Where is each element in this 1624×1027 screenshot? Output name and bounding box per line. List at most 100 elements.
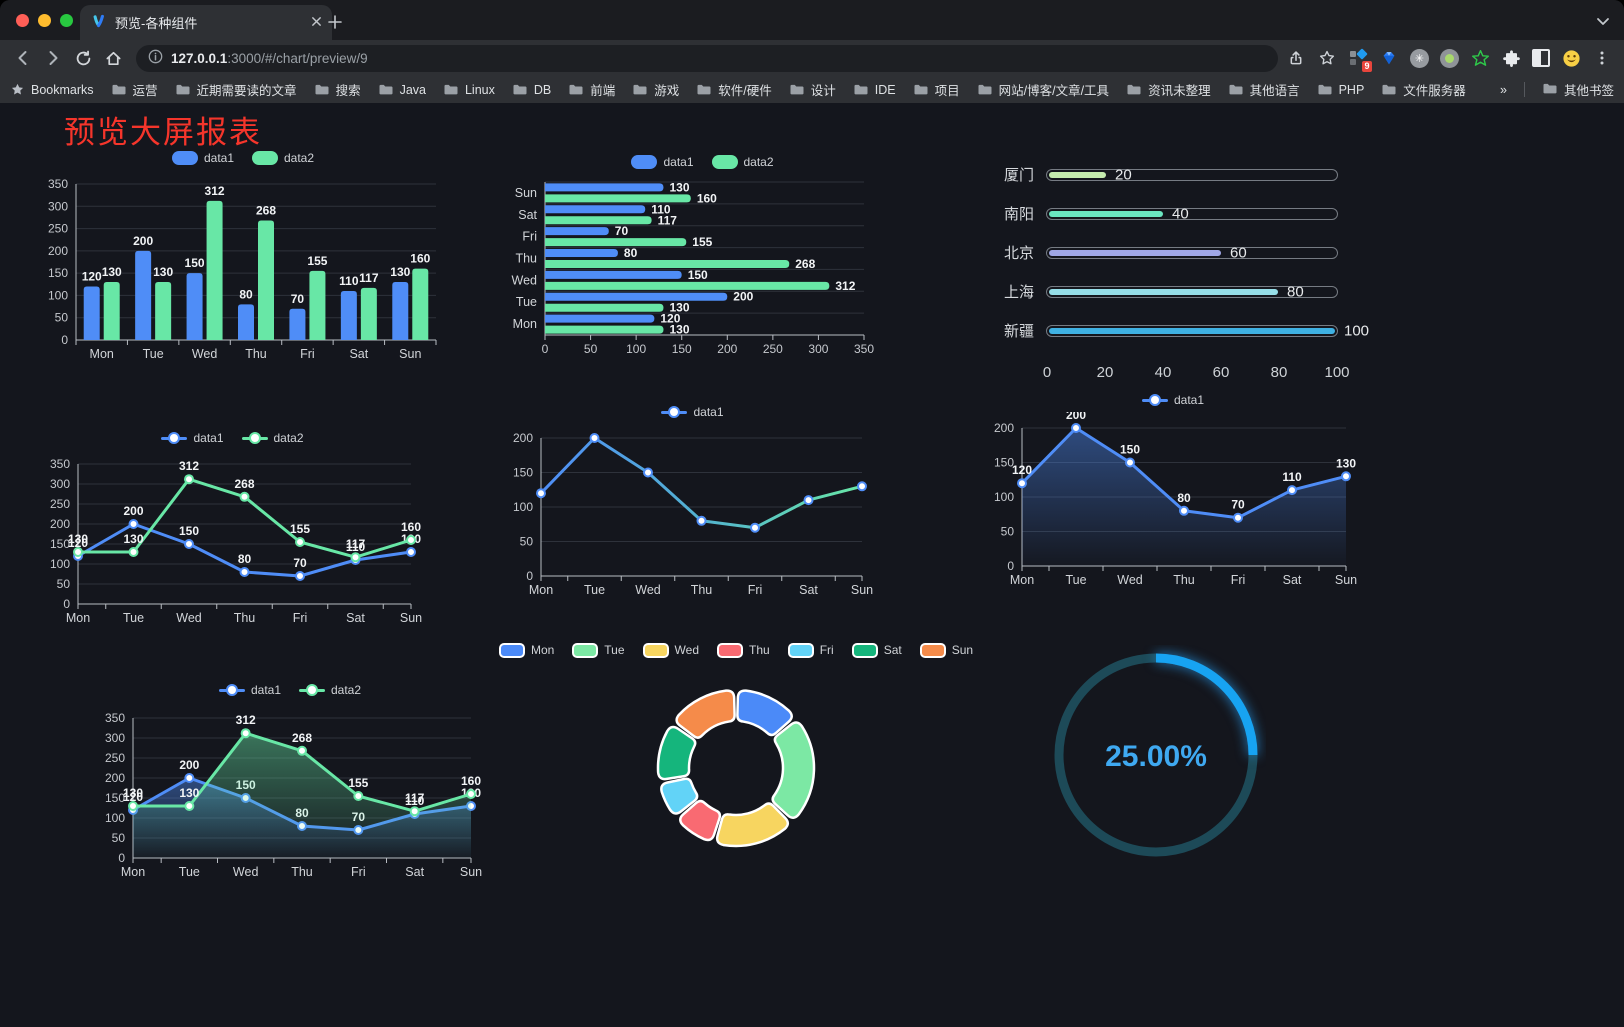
point-data2-Sat[interactable] (350, 552, 361, 563)
point-data1-Thu[interactable] (1179, 505, 1189, 516)
bookmark-folder-item[interactable]: 游戏 (632, 80, 679, 99)
pie-slice-Sun[interactable] (675, 689, 736, 739)
point-data2-Mon[interactable] (73, 547, 83, 557)
tab-close-icon[interactable] (311, 15, 322, 30)
point-data1-Wed[interactable] (643, 467, 653, 478)
bar-data2-Sun[interactable] (412, 268, 429, 340)
point-data1-Tue[interactable] (128, 519, 139, 529)
point-data2-Thu[interactable] (239, 491, 250, 502)
point-data1-Tue[interactable] (1071, 423, 1081, 433)
bookmarks-overflow-chevron[interactable]: » (1500, 83, 1507, 97)
legend-item-Sat[interactable]: Sat (851, 642, 902, 658)
point-data1-Mon[interactable] (536, 488, 546, 499)
bar-data2-Wed[interactable] (206, 200, 223, 340)
point-data2-Mon[interactable] (128, 801, 138, 811)
bar-data1-Sun[interactable] (392, 282, 409, 340)
back-button[interactable] (8, 43, 38, 73)
legend-item-data2[interactable]: data2 (711, 155, 774, 169)
pie-slice-Thu[interactable] (679, 799, 722, 842)
legend-item-data1[interactable]: data1 (161, 431, 224, 445)
bookmark-item-other[interactable]: 其他书签 (1542, 80, 1614, 99)
bar-data1-Mon[interactable] (545, 314, 655, 323)
bar-data2-Sat[interactable] (545, 216, 652, 225)
share-icon[interactable] (1286, 48, 1306, 68)
bar-data1-Thu[interactable] (238, 304, 254, 340)
pie-slice-Mon[interactable] (736, 689, 793, 737)
point-data1-Sun[interactable] (1341, 471, 1351, 482)
menu-kebab-icon[interactable] (1592, 48, 1612, 68)
bar-data2-Thu[interactable] (545, 260, 790, 268)
line-data1[interactable] (539, 436, 864, 530)
pie-slice-Tue[interactable] (771, 721, 816, 820)
address-bar[interactable]: 127.0.0.1:3000/#/chart/preview/9 (136, 44, 1278, 72)
legend-item-Tue[interactable]: Tue (572, 642, 625, 658)
point-data1-Sun[interactable] (857, 481, 867, 492)
legend-item-data2[interactable]: data2 (252, 151, 314, 165)
bookmark-folder-item[interactable]: 前端 (568, 80, 615, 99)
bar-data1-Thu[interactable] (545, 249, 618, 257)
bookmark-folder-item[interactable]: 其他语言 (1228, 80, 1300, 99)
bar-data1-Tue[interactable] (135, 250, 152, 340)
bar-data2-Wed[interactable] (545, 281, 830, 290)
gem-extension-icon[interactable] (1379, 48, 1399, 68)
bar-data1-Sat[interactable] (340, 290, 357, 340)
point-data1-Wed[interactable] (184, 539, 194, 549)
point-data1-Sat[interactable] (803, 495, 814, 506)
legend-item-data1[interactable]: data1 (1141, 393, 1204, 407)
bar-data2-Mon[interactable] (103, 282, 120, 340)
bookmark-folder-item[interactable]: 网站/博客/文章/工具 (977, 80, 1109, 99)
point-data1-Fri[interactable] (1233, 512, 1243, 523)
bar-data2-Fri[interactable] (309, 270, 326, 340)
point-data1-Fri[interactable] (295, 571, 305, 581)
legend-item-Fri[interactable]: Fri (787, 642, 834, 658)
bookmark-folder-item[interactable]: 设计 (789, 80, 836, 99)
legend-item-data1[interactable]: data1 (171, 151, 234, 165)
forward-button[interactable] (38, 43, 68, 73)
point-data2-Sun[interactable] (406, 535, 416, 545)
legend-item-data1[interactable]: data1 (631, 155, 694, 169)
bookmark-folder-item[interactable]: Linux (443, 83, 495, 97)
progress-track[interactable]: 80 (1046, 283, 1338, 300)
legend-item-Wed[interactable]: Wed (642, 642, 699, 658)
bookmark-folder-item[interactable]: PHP (1317, 83, 1364, 97)
bookmark-folder-item[interactable]: IDE (853, 83, 896, 97)
bookmark-item-bookmarks[interactable]: Bookmarks (10, 82, 94, 97)
point-data1-Thu[interactable] (239, 567, 250, 577)
bookmark-folder-item[interactable]: 文件服务器 (1381, 80, 1466, 99)
bar-data2-Thu[interactable] (258, 220, 274, 340)
star-extension-icon[interactable] (1470, 48, 1490, 68)
tab-search-chevron-icon[interactable] (1596, 13, 1610, 31)
bar-data2-Fri[interactable] (545, 238, 687, 247)
home-button[interactable] (98, 43, 128, 73)
point-data2-Wed[interactable] (240, 728, 251, 739)
bookmark-folder-item[interactable]: 运营 (111, 80, 158, 99)
point-data1-Thu[interactable] (696, 515, 707, 526)
legend-item-data1[interactable]: data1 (218, 683, 281, 697)
bar-data2-Tue[interactable] (545, 303, 664, 312)
progress-track[interactable]: 60 (1046, 244, 1338, 261)
point-data1-Mon[interactable] (1017, 478, 1027, 489)
point-data2-Sat[interactable] (409, 806, 420, 817)
bookmark-folder-item[interactable]: 项目 (913, 80, 960, 99)
pie-slice-Fri[interactable] (660, 777, 699, 815)
emoji-extension-icon[interactable] (1561, 48, 1581, 68)
extensions-puzzle-icon[interactable] (1501, 48, 1521, 68)
zoom-window-button[interactable] (60, 14, 73, 27)
point-data1-Wed[interactable] (1125, 457, 1135, 468)
bar-data1-Mon[interactable] (83, 286, 100, 340)
legend-item-Sun[interactable]: Sun (919, 642, 973, 658)
split-square-extension-icon[interactable] (1532, 49, 1550, 67)
bookmark-star-icon[interactable] (1317, 48, 1337, 68)
legend-item-data2[interactable]: data2 (241, 431, 304, 445)
site-info-icon[interactable] (148, 49, 163, 67)
point-data1-Tue[interactable] (589, 433, 600, 443)
new-tab-button[interactable] (322, 9, 348, 35)
point-data2-Fri[interactable] (295, 537, 305, 547)
legend-item-Mon[interactable]: Mon (498, 642, 554, 658)
bar-data1-Tue[interactable] (545, 292, 728, 301)
progress-track[interactable]: 40 (1046, 205, 1338, 222)
point-data1-Tue[interactable] (184, 773, 195, 783)
bar-data1-Sun[interactable] (545, 183, 664, 192)
point-data2-Thu[interactable] (297, 745, 307, 756)
minimize-window-button[interactable] (38, 14, 51, 27)
